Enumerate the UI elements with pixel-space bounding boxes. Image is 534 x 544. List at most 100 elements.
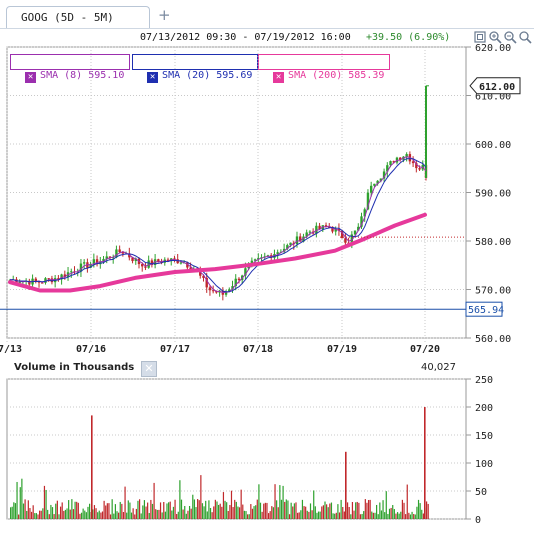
legend-remove-icon[interactable]: ✕: [273, 72, 285, 83]
volume-bar: [76, 501, 78, 519]
candle-body: [176, 259, 179, 264]
volume-bar: [250, 504, 252, 519]
legend-sma-20: ✕ SMA (20) 595.69: [132, 54, 259, 83]
volume-bar: [332, 513, 334, 519]
volume-bar: [314, 506, 316, 519]
candle-body: [111, 257, 115, 259]
volume-bar: [105, 505, 107, 519]
candle-body: [353, 230, 357, 235]
tab-bar: GOOG (5D - 5M) +: [0, 0, 534, 30]
volume-bar: [240, 489, 242, 519]
volume-bar: [261, 511, 263, 519]
candle-body: [92, 259, 96, 265]
tab-goog[interactable]: GOOG (5D - 5M): [6, 6, 150, 29]
volume-bar: [259, 502, 262, 519]
maximize-icon[interactable]: [473, 30, 487, 44]
volume-bar: [169, 501, 171, 519]
volume-bar: [290, 502, 292, 519]
volume-bar: [182, 509, 184, 519]
volume-bar: [126, 512, 128, 519]
volume-bar: [237, 506, 239, 519]
volume-bar: [409, 514, 412, 519]
volume-bar: [21, 478, 23, 519]
volume-bar: [298, 512, 300, 519]
price-tick-label: 560.00: [475, 334, 511, 345]
candle-body: [357, 226, 360, 231]
plus-icon[interactable]: +: [158, 6, 171, 24]
volume-bar: [306, 510, 308, 519]
volume-bar: [367, 500, 370, 519]
volume-bar: [56, 500, 58, 519]
close-icon[interactable]: ✕: [141, 361, 157, 377]
volume-bar: [235, 501, 237, 519]
candle-body: [179, 262, 183, 264]
volume-bar: [203, 506, 205, 519]
volume-bar: [242, 504, 244, 519]
volume-bar: [227, 510, 229, 519]
candle-body: [295, 236, 299, 245]
volume-bar: [134, 514, 136, 519]
volume-bar: [88, 503, 91, 519]
candle-body: [299, 236, 302, 242]
volume-bar: [335, 512, 337, 519]
volume-bar: [22, 503, 25, 519]
candle-body: [286, 245, 289, 249]
volume-tick-label: 50: [475, 487, 487, 498]
volume-bar: [156, 509, 158, 519]
volume-bar: [248, 514, 250, 519]
volume-bar: [187, 510, 189, 519]
volume-bar: [238, 507, 241, 519]
volume-bar: [372, 512, 374, 519]
volume-last-value: 40,027: [421, 362, 456, 373]
volume-bar: [137, 500, 139, 519]
candle-body: [289, 242, 292, 246]
candle-body: [186, 262, 189, 268]
volume-bar: [37, 514, 39, 519]
volume-bar: [80, 512, 83, 519]
volume-bar: [66, 508, 68, 519]
candle-body: [344, 238, 347, 243]
candle-body: [57, 278, 60, 280]
candle-body: [340, 230, 344, 239]
volume-bar: [184, 505, 186, 519]
candle-body: [131, 257, 134, 262]
volume-bar: [340, 499, 342, 519]
volume-bar: [163, 502, 165, 519]
volume-bar: [267, 513, 270, 519]
volume-bar: [366, 502, 368, 519]
legend-remove-icon[interactable]: ✕: [25, 72, 37, 83]
volume-bar: [11, 506, 13, 519]
legend-label: SMA (20) 595.69: [162, 70, 253, 81]
volume-bar: [422, 513, 424, 519]
volume-bar: [403, 502, 405, 519]
volume-bar: [164, 511, 166, 519]
volume-bar: [190, 508, 192, 519]
zoom-reset-icon[interactable]: [518, 30, 532, 44]
volume-bar: [256, 499, 258, 519]
volume-bar: [219, 503, 221, 519]
volume-bar: [245, 511, 247, 519]
volume-tick-label: 150: [475, 431, 493, 442]
volume-bar: [342, 507, 344, 519]
volume-bar: [50, 504, 52, 519]
volume-bar: [330, 502, 333, 519]
candle-body: [118, 249, 121, 253]
candle-body: [418, 168, 421, 170]
volume-bar: [93, 505, 96, 519]
candle-body: [399, 157, 402, 160]
zoom-out-icon[interactable]: [503, 30, 517, 44]
volume-bar: [14, 503, 17, 519]
volume-bar: [322, 505, 325, 519]
volume-bar: [24, 499, 26, 519]
candle-body: [308, 231, 312, 233]
candle-body: [144, 266, 147, 268]
price-tick-label: 580.00: [475, 237, 511, 248]
candle-body: [95, 259, 99, 265]
volume-bar: [122, 512, 125, 519]
legend-remove-icon[interactable]: ✕: [147, 72, 159, 83]
zoom-in-icon[interactable]: [488, 30, 502, 44]
volume-bar: [27, 500, 29, 519]
volume-bar: [30, 511, 33, 519]
volume-bar: [140, 513, 142, 519]
